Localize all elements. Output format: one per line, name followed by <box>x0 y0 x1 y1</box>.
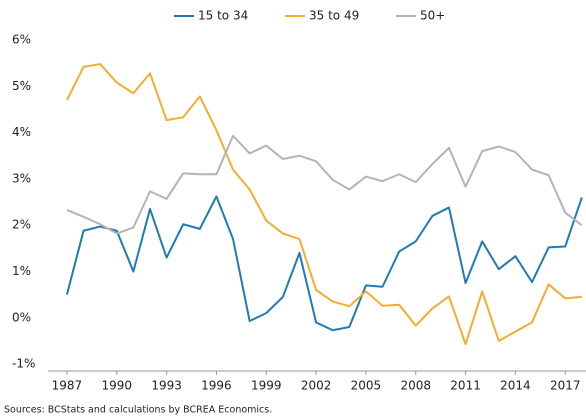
x-tick-label: 1987 <box>52 379 83 393</box>
x-tick-label: 2011 <box>450 379 481 393</box>
x-tick-label: 2008 <box>400 379 431 393</box>
y-tick-label: 6% <box>12 33 31 47</box>
y-tick-label: 4% <box>12 125 31 139</box>
x-tick-label: 2005 <box>351 379 382 393</box>
series-line <box>65 195 583 332</box>
x-tick-label: 2002 <box>301 379 332 393</box>
x-tick-label: 1993 <box>151 379 182 393</box>
x-tick-label: 2017 <box>550 379 581 393</box>
legend-label: 15 to 34 <box>198 9 248 23</box>
y-tick-label: 3% <box>12 171 31 185</box>
y-tick-label: 5% <box>12 79 31 93</box>
x-tick-label: 1996 <box>201 379 232 393</box>
series-line <box>66 134 583 235</box>
y-tick-label: 2% <box>12 218 31 232</box>
y-tick-label: 0% <box>12 310 31 324</box>
series-line <box>66 63 582 346</box>
x-tick-label: 1999 <box>251 379 282 393</box>
y-tick-label: -1% <box>12 357 35 371</box>
legend-label: 50+ <box>420 9 445 23</box>
x-tick-label: 2014 <box>500 379 531 393</box>
y-tick-label: 1% <box>12 264 31 278</box>
x-tick-label: 1990 <box>101 379 132 393</box>
legend-label: 35 to 49 <box>309 9 359 23</box>
source-note: Sources: BCStats and calculations by BCR… <box>4 405 272 416</box>
